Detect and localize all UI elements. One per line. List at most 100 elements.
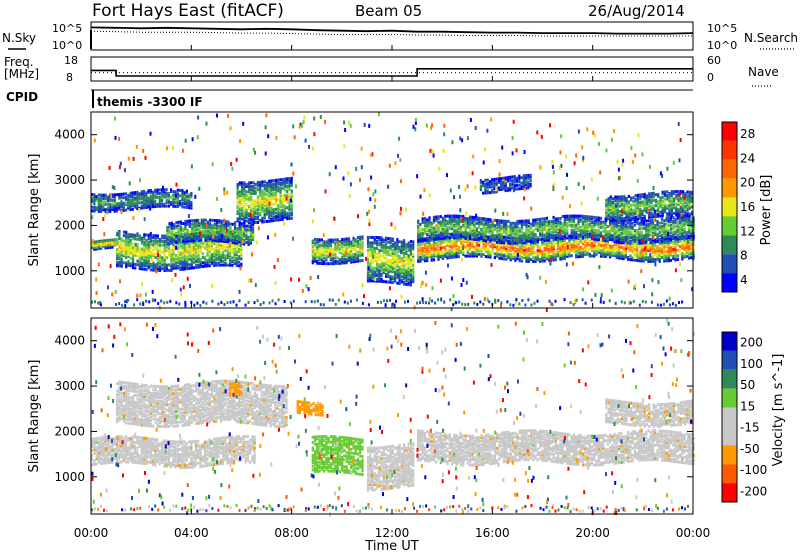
heatmap-cell	[511, 244, 515, 248]
heatmap-cell	[165, 265, 168, 269]
heatmap-cell	[327, 253, 330, 257]
heatmap-cell	[534, 259, 537, 263]
heatmap-cell	[593, 243, 596, 247]
heatmap-cell	[122, 208, 125, 212]
heatmap-cell	[606, 235, 609, 239]
heatmap-cell	[263, 183, 266, 187]
heatmap-cell	[545, 220, 548, 224]
heatmap-cell	[183, 198, 186, 202]
heatmap-cell	[534, 220, 537, 224]
heatmap-cell	[672, 230, 675, 234]
heatmap-cell	[507, 219, 510, 223]
heatmap-cell	[97, 197, 100, 201]
heatmap-cell	[193, 228, 196, 232]
heatmap-cell	[656, 227, 659, 231]
heatmap-cell	[507, 230, 510, 234]
heatmap-cell	[131, 202, 134, 206]
heatmap-cell	[177, 235, 180, 239]
heatmap-cell	[106, 206, 109, 210]
heatmap-cell	[213, 228, 216, 231]
heatmap-cell	[125, 241, 128, 245]
heatmap-cell	[256, 188, 259, 192]
heatmap-cell	[270, 184, 273, 188]
heatmap-cell	[138, 258, 141, 262]
heatmap-cell	[371, 279, 374, 283]
heatmap-cell	[156, 248, 159, 252]
heatmap-cell	[536, 248, 539, 252]
heatmap-cell	[545, 227, 548, 231]
heatmap-cell	[419, 233, 422, 237]
heatmap-cell	[444, 227, 447, 231]
heatmap-cell	[419, 241, 422, 245]
heatmap-cell	[428, 246, 431, 250]
heatmap-cell	[409, 250, 412, 254]
heatmap-cell	[268, 194, 271, 198]
heatmap-cell	[602, 220, 605, 224]
heatmap-cell	[505, 227, 508, 230]
heatmap-cell	[334, 260, 337, 264]
heatmap-cell	[277, 182, 280, 186]
heatmap-cell	[647, 233, 650, 237]
heatmap-cell	[378, 274, 381, 278]
heatmap-cell	[516, 219, 519, 223]
heatmap-cell	[638, 234, 641, 238]
frequency-series-group	[91, 68, 693, 77]
heatmap-cell	[421, 243, 424, 247]
heatmap-cell	[692, 250, 695, 254]
heatmap-cell	[152, 266, 155, 270]
heatmap-cell	[611, 244, 614, 248]
heatmap-cell	[602, 249, 605, 253]
heatmap-cell	[311, 261, 314, 265]
heatmap-cell	[136, 246, 139, 250]
heatmap-cell	[226, 252, 229, 256]
heatmap-cell	[131, 251, 135, 255]
heatmap-cell	[193, 220, 196, 224]
heatmap-cell	[417, 254, 420, 258]
heatmap-cell	[371, 270, 374, 274]
heatmap-cell	[498, 226, 501, 230]
heatmap-cell	[323, 245, 326, 249]
heatmap-cell	[523, 221, 526, 225]
heatmap-cell	[405, 244, 408, 248]
heatmap-cell	[314, 243, 317, 247]
heatmap-cell	[642, 246, 645, 250]
heatmap-cell	[478, 216, 481, 220]
heatmap-cell	[283, 212, 287, 215]
heatmap-cell	[259, 202, 262, 206]
heatmap-cell	[669, 229, 673, 233]
heatmap-cell	[373, 266, 376, 270]
heatmap-cell	[394, 257, 397, 261]
heatmap-cell	[380, 279, 383, 283]
heatmap-cell	[188, 237, 191, 241]
heatmap-cell	[647, 247, 650, 251]
heatmap-cell	[238, 194, 241, 197]
heatmap-cell	[97, 243, 100, 247]
heatmap-cell	[217, 254, 220, 258]
heatmap-cell	[566, 254, 569, 258]
heatmap-cell	[505, 230, 508, 234]
heatmap-cell	[279, 212, 282, 216]
heatmap-cell	[286, 213, 289, 217]
heatmap-cell	[514, 227, 517, 231]
heatmap-cell	[505, 236, 508, 240]
heatmap-cell	[120, 203, 123, 207]
heatmap-cell	[224, 258, 227, 262]
heatmap-cell	[622, 246, 625, 250]
heatmap-cell	[539, 217, 542, 221]
heatmap-cell	[441, 238, 445, 242]
heatmap-cell	[320, 254, 323, 258]
heatmap-cell	[206, 260, 209, 264]
heatmap-cell	[469, 222, 472, 226]
heatmap-cell	[570, 216, 573, 220]
heatmap-cell	[651, 238, 655, 242]
heatmap-cell	[177, 246, 180, 250]
heatmap-cell	[532, 222, 535, 226]
heatmap-cell	[581, 222, 585, 226]
heatmap-cell	[638, 230, 641, 234]
heatmap-cell	[252, 213, 255, 217]
heatmap-cell	[520, 246, 524, 250]
heatmap-cell	[432, 241, 436, 245]
heatmap-cell	[496, 220, 499, 224]
heatmap-cell	[409, 269, 412, 272]
heatmap-cell	[159, 254, 162, 258]
